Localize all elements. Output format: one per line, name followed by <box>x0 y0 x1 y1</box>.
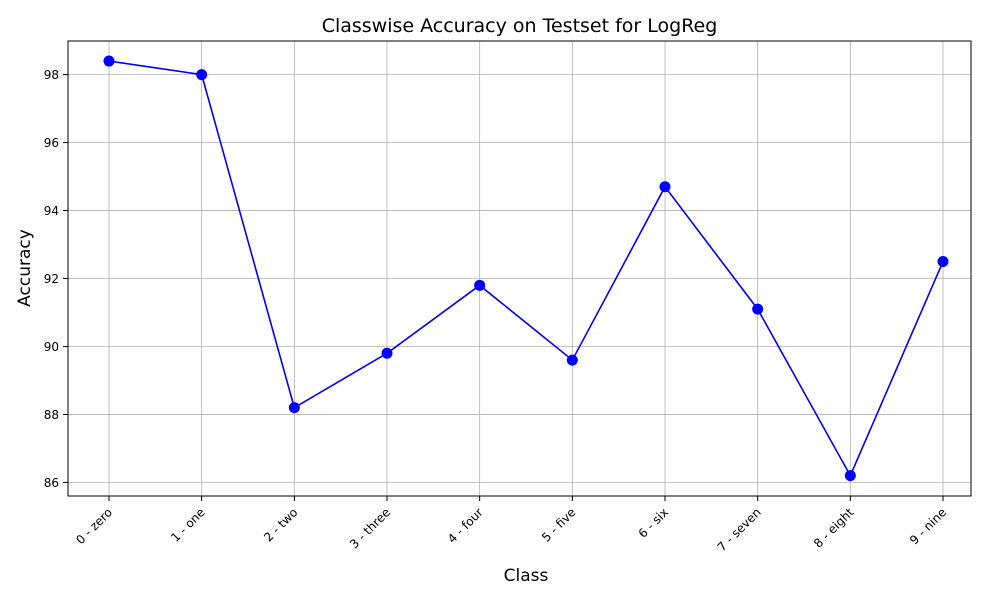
x-axis-label: Class <box>504 566 549 586</box>
x-tick-label: 6 - six <box>636 505 672 541</box>
y-tick-label: 94 <box>44 204 59 218</box>
y-tick-label: 92 <box>44 272 59 286</box>
y-tick-label: 86 <box>44 476 59 490</box>
series-line <box>108 60 944 478</box>
chart-title: Classwise Accuracy on Testset for LogReg <box>322 15 718 37</box>
y-tick-label: 96 <box>44 136 59 150</box>
data-point <box>196 69 208 81</box>
x-tick-label: 3 - three <box>347 505 393 551</box>
x-tick-label: 2 - two <box>261 505 300 544</box>
data-point <box>103 55 115 67</box>
plot-frame <box>67 40 972 497</box>
x-tick-label: 7 - seven <box>715 505 764 554</box>
y-tick-label: 98 <box>44 68 59 82</box>
data-point <box>381 347 393 359</box>
data-point <box>752 303 764 315</box>
ticks-layer: 0 - zero 1 - one 2 - two 3 - three 4 - four 5… <box>44 68 949 554</box>
x-tick-label: 0 - zero <box>73 505 115 547</box>
data-point <box>474 279 486 291</box>
x-tick-label: 4 - four <box>445 505 486 546</box>
data-point <box>844 470 856 482</box>
data-point <box>659 181 671 193</box>
x-tick-label: 9 - nine <box>907 505 949 547</box>
y-tick-label: 88 <box>44 408 59 422</box>
y-axis-label: Accuracy <box>15 229 35 307</box>
x-tick-label: 1 - one <box>168 505 208 545</box>
y-tick-label: 90 <box>44 340 59 354</box>
x-tick-label: 8 - eight <box>811 505 857 551</box>
data-point <box>288 402 300 414</box>
grid-layer <box>68 41 971 496</box>
series-layer <box>103 55 949 482</box>
data-point <box>566 354 578 366</box>
x-tick-label: 5 - five <box>539 505 578 544</box>
data-point <box>937 256 949 268</box>
